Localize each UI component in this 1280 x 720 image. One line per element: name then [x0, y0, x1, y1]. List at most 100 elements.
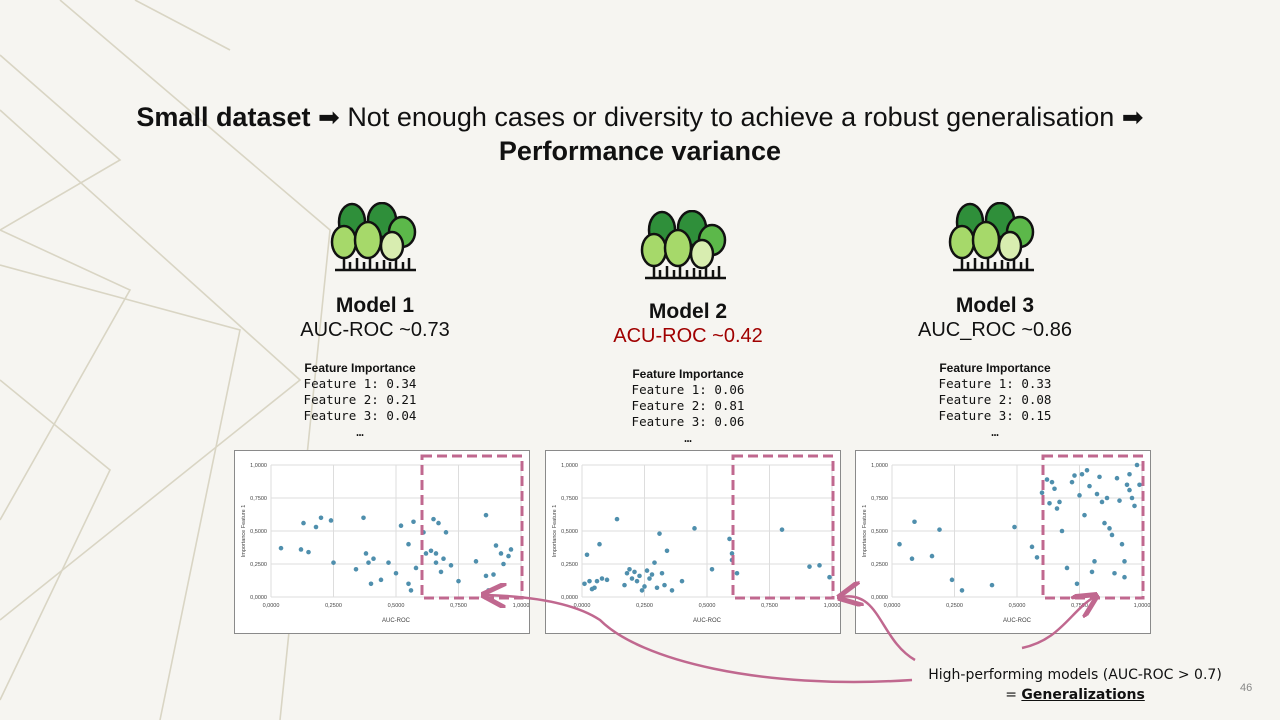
y-tick-label: 0,2500 [250, 562, 267, 568]
data-point [1114, 475, 1120, 481]
data-point [378, 577, 384, 583]
x-tick-label: 0,2500 [325, 603, 342, 609]
data-point [1034, 555, 1040, 560]
data-point [361, 515, 366, 521]
data-point [411, 519, 416, 525]
data-point [654, 585, 660, 591]
data-point [1124, 482, 1130, 488]
data-point [318, 515, 324, 521]
data-point [423, 551, 429, 556]
data-point [443, 530, 449, 535]
data-point [1087, 483, 1092, 489]
data-point [328, 518, 334, 523]
data-point [366, 560, 371, 565]
data-point [959, 588, 965, 593]
data-point [679, 578, 685, 584]
data-point [639, 588, 645, 593]
x-tick-label: 1,0000 [513, 603, 529, 609]
x-tick-label: 0,0000 [884, 603, 901, 609]
data-point [897, 541, 902, 547]
headline-explanation: Not enough cases or diversity to achieve… [347, 102, 1115, 132]
data-point [1109, 532, 1115, 538]
data-point [592, 585, 597, 591]
data-point [624, 570, 630, 576]
feature-importance-title: Feature Importance [939, 361, 1051, 375]
right-arrow-icon: ➡ [1121, 102, 1144, 132]
model-1-scatter-plot: 0,0000 0,0000 0,2500 0,2500 0,5000 0,5000 0,75… [234, 450, 530, 634]
y-tick-label: 1,0000 [871, 463, 888, 469]
data-point [393, 570, 399, 576]
caption-generalizations: Generalizations [1021, 687, 1145, 703]
data-point [644, 568, 650, 573]
data-point [807, 564, 812, 569]
data-point [729, 551, 735, 556]
data-point [428, 548, 434, 554]
right-arrow-icon: ➡ [318, 102, 340, 132]
data-point [597, 541, 602, 547]
data-point [371, 556, 376, 562]
data-point [498, 551, 504, 556]
data-point [647, 576, 652, 581]
data-point [1049, 479, 1055, 485]
data-point [1137, 482, 1142, 488]
x-tick-label: 0,5000 [699, 603, 716, 609]
data-point [1122, 559, 1127, 564]
data-point [929, 553, 935, 559]
data-point [627, 566, 632, 572]
data-point [1039, 490, 1045, 496]
y-tick-label: 0,5000 [250, 529, 267, 535]
data-point [1117, 498, 1122, 503]
model-3-auc: AUC_ROC ~0.86 [918, 319, 1072, 341]
feature-line: Feature 1: 0.06 [631, 382, 745, 397]
data-point [652, 560, 657, 565]
data-point [1092, 559, 1097, 564]
data-point [634, 578, 640, 584]
data-point [637, 573, 642, 579]
feature-line: … [684, 430, 692, 445]
data-point [506, 553, 511, 559]
x-tick-label: 0,5000 [388, 603, 405, 609]
data-point [989, 582, 995, 588]
data-point [727, 536, 732, 542]
data-point [1054, 506, 1060, 511]
data-point [582, 581, 587, 587]
data-point [398, 523, 404, 529]
data-point [433, 551, 439, 556]
data-point [448, 563, 454, 568]
feature-line: … [356, 424, 364, 439]
data-point [1047, 500, 1052, 506]
y-tick-label: 0,7500 [250, 496, 267, 502]
data-point [779, 527, 785, 532]
feature-importance-title: Feature Importance [304, 361, 416, 375]
data-point [817, 563, 822, 568]
data-point [501, 561, 506, 567]
data-point [587, 578, 592, 584]
data-point [486, 588, 491, 593]
forest-icon [948, 202, 1035, 272]
feature-line: Feature 1: 0.34 [303, 376, 417, 391]
feature-line: Feature 3: 0.04 [303, 408, 417, 423]
y-tick-label: 1,0000 [250, 463, 267, 469]
data-point [1012, 524, 1017, 530]
y-tick-label: 0,2500 [561, 562, 578, 568]
data-point [669, 588, 675, 593]
x-tick-label: 1,0000 [1134, 603, 1150, 609]
x-tick-label: 0,0000 [574, 603, 591, 609]
model-3-scatter-plot: 0,0000 0,0000 0,2500 0,2500 0,5000 0,5000 0,75… [855, 450, 1151, 634]
data-point [438, 569, 444, 575]
feature-line: Feature 2: 0.08 [938, 392, 1052, 407]
data-point [584, 552, 590, 558]
feature-line: Feature 1: 0.33 [938, 376, 1052, 391]
y-tick-label: 0,0000 [250, 595, 267, 601]
data-point [413, 565, 419, 571]
data-point [431, 516, 436, 522]
data-point [1089, 569, 1095, 575]
data-point [491, 572, 496, 577]
x-axis-label: AUC-ROC [1003, 618, 1032, 624]
y-tick-label: 0,0000 [561, 595, 578, 601]
data-point [368, 581, 374, 587]
data-point [664, 548, 670, 554]
data-point [473, 559, 479, 564]
data-point [353, 566, 359, 572]
forest-icon [330, 202, 417, 272]
